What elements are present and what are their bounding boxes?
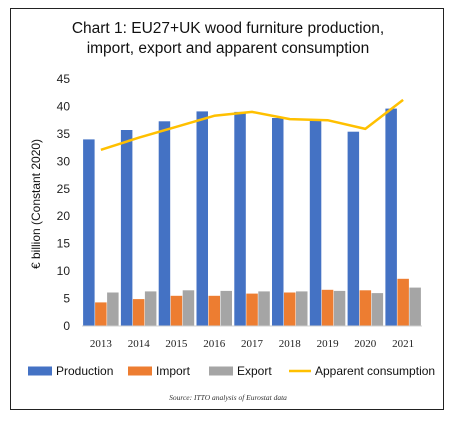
bar-production	[272, 118, 284, 326]
bar-production	[196, 111, 208, 327]
y-tick-label: 5	[63, 292, 70, 306]
chart-title-line-2: import, export and apparent consumption	[86, 40, 370, 57]
bar-export	[107, 292, 119, 326]
chart-title-line-1: Chart 1: EU27+UK wood furniture producti…	[71, 20, 385, 37]
chart-title: Chart 1: EU27+UK wood furniture producti…	[11, 19, 445, 59]
bar-export	[371, 293, 384, 326]
x-tick-label: 2013	[90, 338, 113, 350]
y-tick-label: 10	[57, 264, 71, 278]
bar-export	[182, 290, 195, 326]
legend-swatch-import	[128, 366, 152, 376]
x-tick-label: 2020	[354, 338, 377, 350]
bar-import	[359, 290, 372, 326]
legend-label-export: Export	[237, 364, 272, 378]
bar-production	[347, 131, 360, 326]
x-tick-label: 2017	[241, 338, 264, 350]
bar-import	[170, 295, 183, 326]
y-tick-label: 20	[57, 209, 71, 223]
y-tick-label: 25	[57, 182, 71, 196]
bar-export	[144, 291, 157, 326]
y-tick-label: 40	[57, 99, 71, 113]
y-tick-label: 15	[57, 237, 71, 251]
bar-production	[158, 121, 171, 326]
x-tick-label: 2015	[165, 338, 188, 350]
bar-import	[246, 293, 258, 326]
x-tick-label: 2019	[317, 338, 340, 350]
legend-swatch-production	[28, 366, 52, 376]
y-tick-label: 0	[63, 319, 70, 333]
bar-export	[333, 290, 346, 326]
x-tick-label: 2016	[203, 338, 226, 350]
x-tick-label: 2018	[279, 338, 302, 350]
x-tick-label: 2014	[128, 338, 151, 350]
legend-label-production: Production	[56, 364, 113, 378]
bar-production	[385, 108, 397, 326]
bar-export	[220, 290, 232, 326]
bar-import	[132, 299, 145, 326]
bar-export	[296, 291, 308, 326]
bar-production	[309, 119, 322, 326]
chart-source: Source: ITTO analysis of Eurostat data	[169, 393, 287, 402]
bar-import	[284, 292, 296, 326]
bar-import	[95, 302, 107, 326]
bar-production	[234, 111, 246, 327]
bar-import	[397, 278, 409, 326]
legend-label-import: Import	[156, 364, 191, 378]
y-tick-label: 35	[57, 127, 71, 141]
legend-label-apparent-consumption: Apparent consumption	[315, 364, 435, 378]
legend-swatch-export	[209, 366, 233, 376]
bar-production	[120, 130, 133, 326]
y-tick-label: 30	[57, 154, 71, 168]
y-tick-label: 45	[57, 72, 71, 86]
chart-frame: Chart 1: EU27+UK wood furniture producti…	[10, 8, 444, 410]
x-tick-label: 2021	[392, 338, 414, 350]
bar-import	[321, 289, 334, 326]
bar-import	[208, 295, 220, 326]
bar-export	[409, 287, 421, 326]
y-axis-label: € billion (Constant 2020)	[29, 139, 43, 269]
bar-production	[83, 139, 95, 326]
bar-export	[258, 291, 270, 326]
